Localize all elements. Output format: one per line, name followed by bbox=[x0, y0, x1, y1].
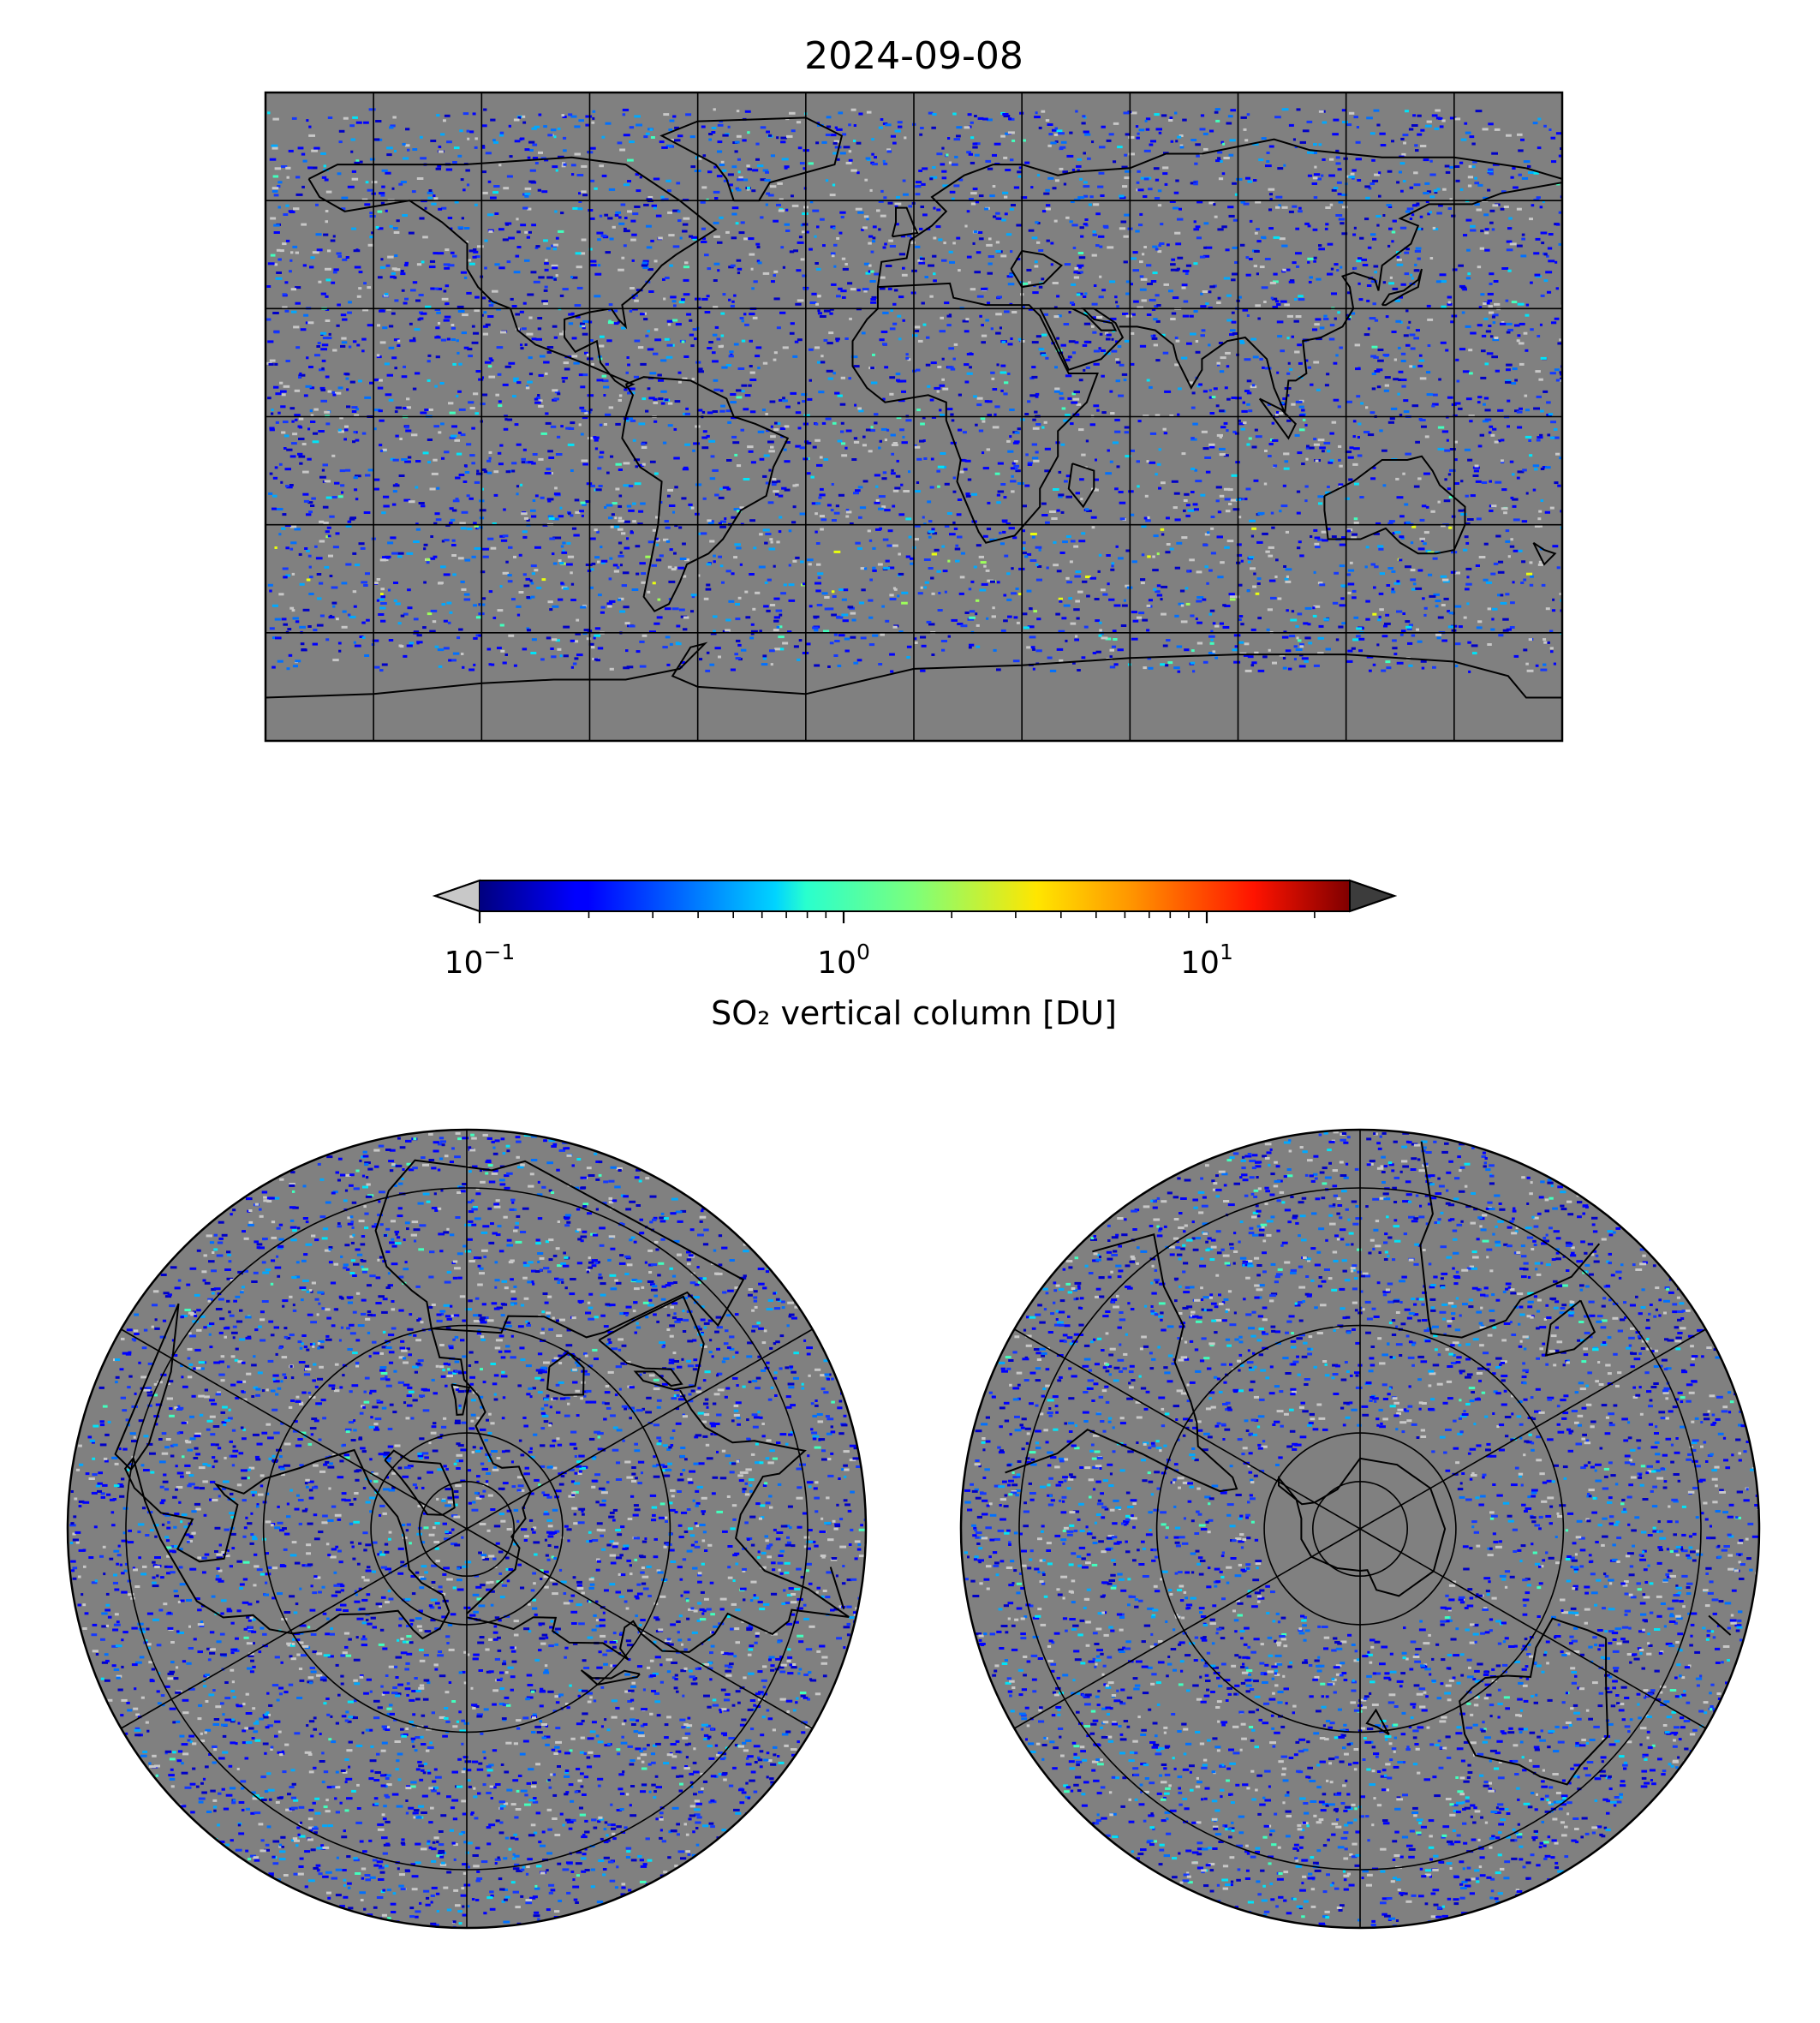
colorbar-label: SO₂ vertical column [DU] bbox=[711, 994, 1117, 1032]
global-so2-field bbox=[266, 108, 1562, 673]
global-graticule bbox=[266, 92, 1562, 741]
south-polar-so2-field bbox=[964, 1131, 1759, 1928]
colorbar-tick-label: 100 bbox=[817, 940, 870, 981]
global-map bbox=[264, 91, 1564, 743]
colorbar-outline bbox=[432, 880, 1398, 912]
map-title: 2024-09-08 bbox=[804, 34, 1023, 78]
colorbar-under-extension bbox=[432, 879, 480, 913]
colorbar-tick-label: 101 bbox=[1180, 940, 1233, 981]
global-coastlines bbox=[266, 116, 1562, 699]
colorbar-tick-label: 10−1 bbox=[445, 940, 516, 981]
colorbar-gradient bbox=[480, 880, 1350, 911]
south-polar-map-frame bbox=[959, 1128, 1761, 1930]
colorbar-minor-ticks bbox=[588, 911, 1316, 918]
north-polar-graticule bbox=[121, 1130, 813, 1928]
north-polar-coastlines bbox=[114, 1159, 850, 1686]
north-polar-so2-field bbox=[69, 1131, 866, 1928]
colorbar: 10−1 100 101 SO₂ vertical column [DU] bbox=[432, 879, 1398, 1032]
north-polar-map-frame bbox=[66, 1128, 868, 1930]
north-polar-map bbox=[66, 1128, 868, 1930]
colorbar-over-extension bbox=[1349, 879, 1398, 913]
south-polar-map bbox=[959, 1128, 1761, 1930]
south-polar-graticule bbox=[1014, 1130, 1706, 1928]
colorbar-major-ticks bbox=[478, 911, 1208, 923]
global-map-frame bbox=[264, 91, 1564, 743]
